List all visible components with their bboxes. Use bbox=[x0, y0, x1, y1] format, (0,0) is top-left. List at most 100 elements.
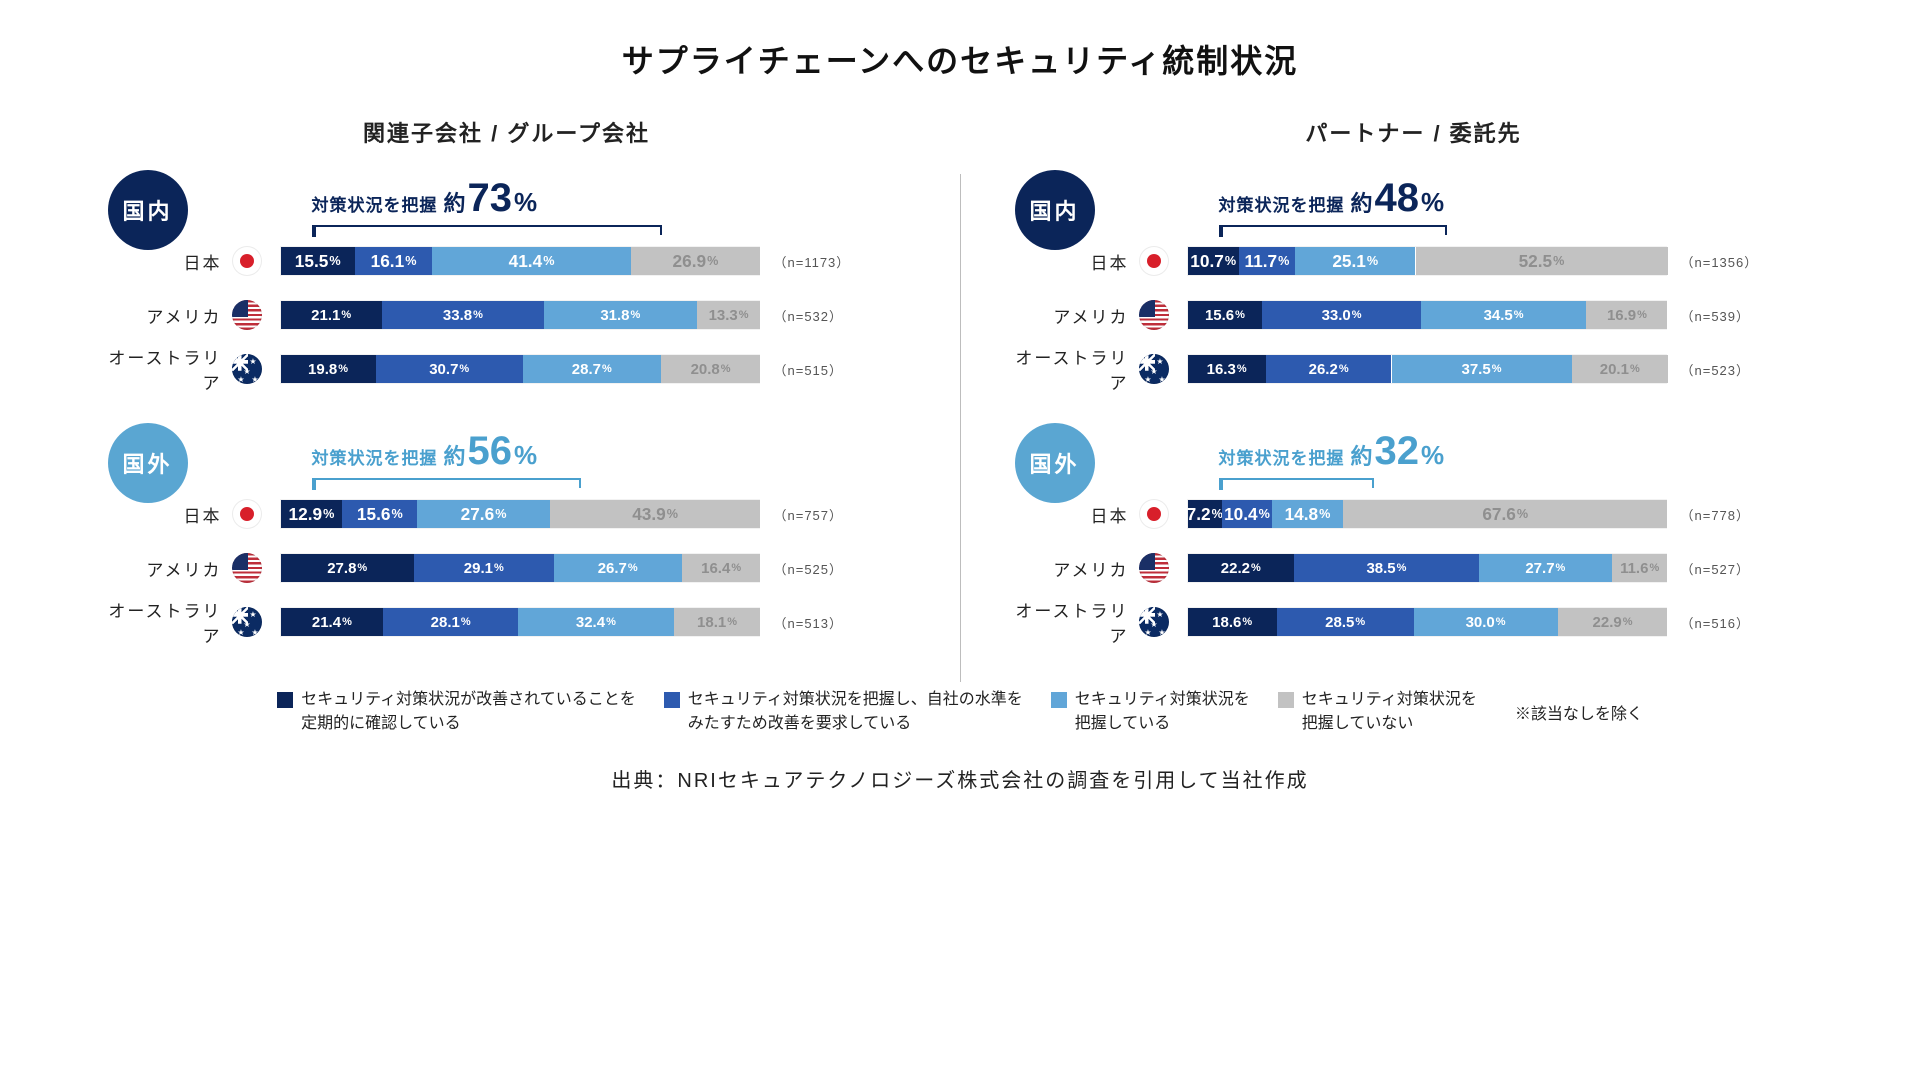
bar-segment: 28.7% bbox=[523, 355, 661, 383]
bar-row: オーストラリア18.6%28.5%30.0%22.9%（n=516） bbox=[1009, 602, 1819, 642]
legend-item: セキュリティ対策状況を把握している bbox=[1051, 688, 1250, 736]
summary-line: 対策状況を把握約32% bbox=[1219, 429, 1819, 474]
bar-track: 21.4%28.1%32.4%18.1% bbox=[280, 607, 760, 637]
summary-label: 対策状況を把握 bbox=[1219, 191, 1345, 216]
callout-bracket bbox=[312, 478, 912, 488]
callout-bracket-line bbox=[1219, 478, 1375, 488]
bar-segment: 11.7% bbox=[1239, 247, 1295, 275]
flag-au-icon bbox=[1139, 607, 1169, 637]
bar-segment: 52.5% bbox=[1416, 247, 1668, 275]
flag-us-icon bbox=[232, 553, 262, 583]
charts-wrap: 関連子会社 / グループ会社国内対策状況を把握約73%日本15.5%16.1%4… bbox=[0, 116, 1920, 682]
flag-us-icon bbox=[1139, 300, 1169, 330]
bar-segment: 31.8% bbox=[544, 301, 697, 329]
bar-segment: 20.1% bbox=[1572, 355, 1668, 383]
legend-note: ※該当なしを除く bbox=[1515, 700, 1643, 724]
bar-segment: 30.7% bbox=[376, 355, 523, 383]
bar-segment: 30.0% bbox=[1414, 608, 1558, 636]
bar-row: アメリカ27.8%29.1%26.7%16.4%（n=525） bbox=[102, 548, 912, 588]
chart-block: 国外対策状況を把握約32%日本7.2%10.4%14.8%67.6%（n=778… bbox=[1009, 429, 1819, 656]
summary-value: 32 bbox=[1375, 429, 1420, 474]
summary-approx: 約 bbox=[444, 186, 466, 218]
callout-bracket bbox=[312, 225, 912, 235]
legend-item: セキュリティ対策状況を把握していない bbox=[1278, 688, 1477, 736]
bar-track: 12.9%15.6%27.6%43.9% bbox=[280, 499, 760, 529]
country-label: オーストラリア bbox=[102, 344, 232, 394]
bar-segment: 15.6% bbox=[342, 500, 417, 528]
summary-percent: % bbox=[1421, 440, 1444, 471]
legend-text: セキュリティ対策状況を把握している bbox=[1075, 688, 1250, 736]
summary-label: 対策状況を把握 bbox=[312, 444, 438, 469]
bar-track: 27.8%29.1%26.7%16.4% bbox=[280, 553, 760, 583]
n-label: （n=539） bbox=[1681, 306, 1751, 325]
page-title: サプライチェーンへのセキュリティ統制状況 bbox=[0, 0, 1920, 82]
legend: セキュリティ対策状況が改善されていることを定期的に確認している セキュリティ対策状… bbox=[150, 688, 1770, 736]
legend-item: セキュリティ対策状況が改善されていることを定期的に確認している bbox=[277, 688, 636, 736]
summary-percent: % bbox=[514, 440, 537, 471]
region-badge: 国内 bbox=[1015, 170, 1095, 250]
flag-au-icon bbox=[1139, 354, 1169, 384]
chart-column-title: 関連子会社 / グループ会社 bbox=[363, 116, 650, 148]
summary-line: 対策状況を把握約48% bbox=[1219, 176, 1819, 221]
bar-segment: 22.9% bbox=[1558, 608, 1668, 636]
summary-approx: 約 bbox=[1351, 439, 1373, 471]
bar-segment: 16.1% bbox=[355, 247, 432, 275]
bar-segment: 25.1% bbox=[1295, 247, 1415, 275]
bar-segment: 38.5% bbox=[1294, 554, 1479, 582]
bar-segment: 21.1% bbox=[281, 301, 382, 329]
flag-jp-icon bbox=[1139, 246, 1169, 276]
n-label: （n=523） bbox=[1681, 360, 1751, 379]
n-label: （n=515） bbox=[774, 360, 844, 379]
legend-text: セキュリティ対策状況を把握し、自社の水準をみたすため改善を要求している bbox=[688, 688, 1023, 736]
n-label: （n=1356） bbox=[1681, 252, 1759, 271]
chart-column-title: パートナー / 委託先 bbox=[1305, 116, 1521, 148]
bar-track: 15.6%33.0%34.5%16.9% bbox=[1187, 300, 1667, 330]
bar-segment: 26.9% bbox=[631, 247, 760, 275]
legend-text: セキュリティ対策状況を把握していない bbox=[1302, 688, 1477, 736]
bar-row: オーストラリア19.8%30.7%28.7%20.8%（n=515） bbox=[102, 349, 912, 389]
chart-block: 国内対策状況を把握約48%日本10.7%11.7%25.1%52.5%（n=13… bbox=[1009, 176, 1819, 403]
n-label: （n=516） bbox=[1681, 613, 1751, 632]
country-label: 日本 bbox=[1009, 502, 1139, 527]
country-label: オーストラリア bbox=[102, 597, 232, 647]
bar-row: 日本 10.7%11.7%25.1%52.5% （n=1356） bbox=[1009, 241, 1819, 281]
summary-line: 対策状況を把握約56% bbox=[312, 429, 912, 474]
summary-percent: % bbox=[514, 187, 537, 218]
country-label: オーストラリア bbox=[1009, 597, 1139, 647]
callout-bracket-line bbox=[312, 225, 662, 235]
bar-row: アメリカ22.2%38.5%27.7%11.6%（n=527） bbox=[1009, 548, 1819, 588]
chart-block: 国外対策状況を把握約56%日本12.9%15.6%27.6%43.9%（n=75… bbox=[102, 429, 912, 656]
legend-swatch bbox=[664, 692, 680, 708]
bar-segment: 21.4% bbox=[281, 608, 384, 636]
country-label: アメリカ bbox=[1009, 556, 1139, 581]
bar-segment: 16.9% bbox=[1586, 301, 1667, 329]
legend-swatch bbox=[277, 692, 293, 708]
bar-segment: 28.1% bbox=[383, 608, 518, 636]
bar-segment: 14.8% bbox=[1272, 500, 1343, 528]
country-label: 日本 bbox=[102, 502, 232, 527]
n-label: （n=513） bbox=[774, 613, 844, 632]
flag-us-icon bbox=[232, 300, 262, 330]
bar-segment: 27.7% bbox=[1479, 554, 1612, 582]
callout-bracket bbox=[1219, 478, 1819, 488]
bar-row: アメリカ15.6%33.0%34.5%16.9%（n=539） bbox=[1009, 295, 1819, 335]
bar-segment: 67.6% bbox=[1343, 500, 1667, 528]
bar-segment: 18.6% bbox=[1188, 608, 1277, 636]
country-label: アメリカ bbox=[102, 303, 232, 328]
callout-bracket-line bbox=[1219, 225, 1447, 235]
chart-block: 国内対策状況を把握約73%日本15.5%16.1%41.4%26.9%（n=11… bbox=[102, 176, 912, 403]
country-label: 日本 bbox=[1009, 249, 1139, 274]
flag-au-icon bbox=[232, 354, 262, 384]
bar-segment: 7.2% bbox=[1188, 500, 1223, 528]
legend-text: セキュリティ対策状況が改善されていることを定期的に確認している bbox=[301, 688, 636, 736]
summary-value: 56 bbox=[468, 429, 513, 474]
chart-column: 関連子会社 / グループ会社国内対策状況を把握約73%日本15.5%16.1%4… bbox=[82, 116, 932, 682]
flag-jp-icon bbox=[232, 246, 262, 276]
region-badge: 国外 bbox=[1015, 423, 1095, 503]
bar-segment: 43.9% bbox=[550, 500, 761, 528]
bar-segment: 19.8% bbox=[281, 355, 376, 383]
bar-segment: 33.0% bbox=[1262, 301, 1420, 329]
flag-jp-icon bbox=[232, 499, 262, 529]
bar-track: 10.7%11.7%25.1%52.5% bbox=[1187, 246, 1667, 276]
summary-label: 対策状況を把握 bbox=[1219, 444, 1345, 469]
